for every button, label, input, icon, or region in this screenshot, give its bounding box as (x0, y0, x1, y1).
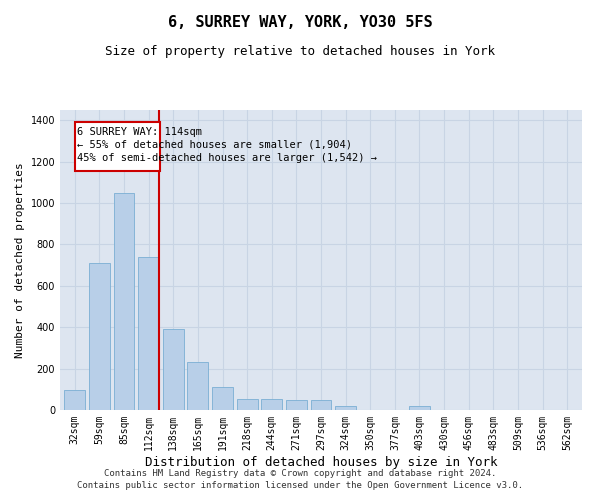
X-axis label: Distribution of detached houses by size in York: Distribution of detached houses by size … (145, 456, 497, 468)
Text: Contains HM Land Registry data © Crown copyright and database right 2024.
Contai: Contains HM Land Registry data © Crown c… (77, 468, 523, 490)
Bar (409, 406, 430, 410)
Bar (89, 263, 110, 410)
Bar (236, 398, 257, 410)
Bar (187, 362, 208, 410)
Bar (286, 400, 307, 410)
FancyBboxPatch shape (75, 122, 160, 171)
Bar (163, 330, 184, 410)
Bar (311, 400, 331, 410)
Bar (138, 257, 159, 410)
Bar (261, 398, 282, 410)
Y-axis label: Number of detached properties: Number of detached properties (15, 162, 25, 358)
Bar (212, 387, 233, 410)
Text: 6 SURREY WAY: 114sqm
← 55% of detached houses are smaller (1,904)
45% of semi-de: 6 SURREY WAY: 114sqm ← 55% of detached h… (77, 126, 377, 163)
Text: Size of property relative to detached houses in York: Size of property relative to detached ho… (105, 45, 495, 58)
Bar (335, 406, 356, 410)
Bar (113, 193, 134, 410)
Bar (64, 390, 85, 410)
Text: 6, SURREY WAY, YORK, YO30 5FS: 6, SURREY WAY, YORK, YO30 5FS (167, 15, 433, 30)
